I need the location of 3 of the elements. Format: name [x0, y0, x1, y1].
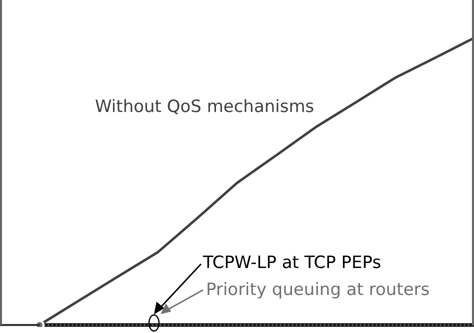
series-label: Without QoS mechanisms	[95, 97, 314, 117]
text: TCPW-LP at TCP PEPs	[202, 253, 382, 273]
legend-label: Priority queuing at routers	[206, 280, 430, 300]
